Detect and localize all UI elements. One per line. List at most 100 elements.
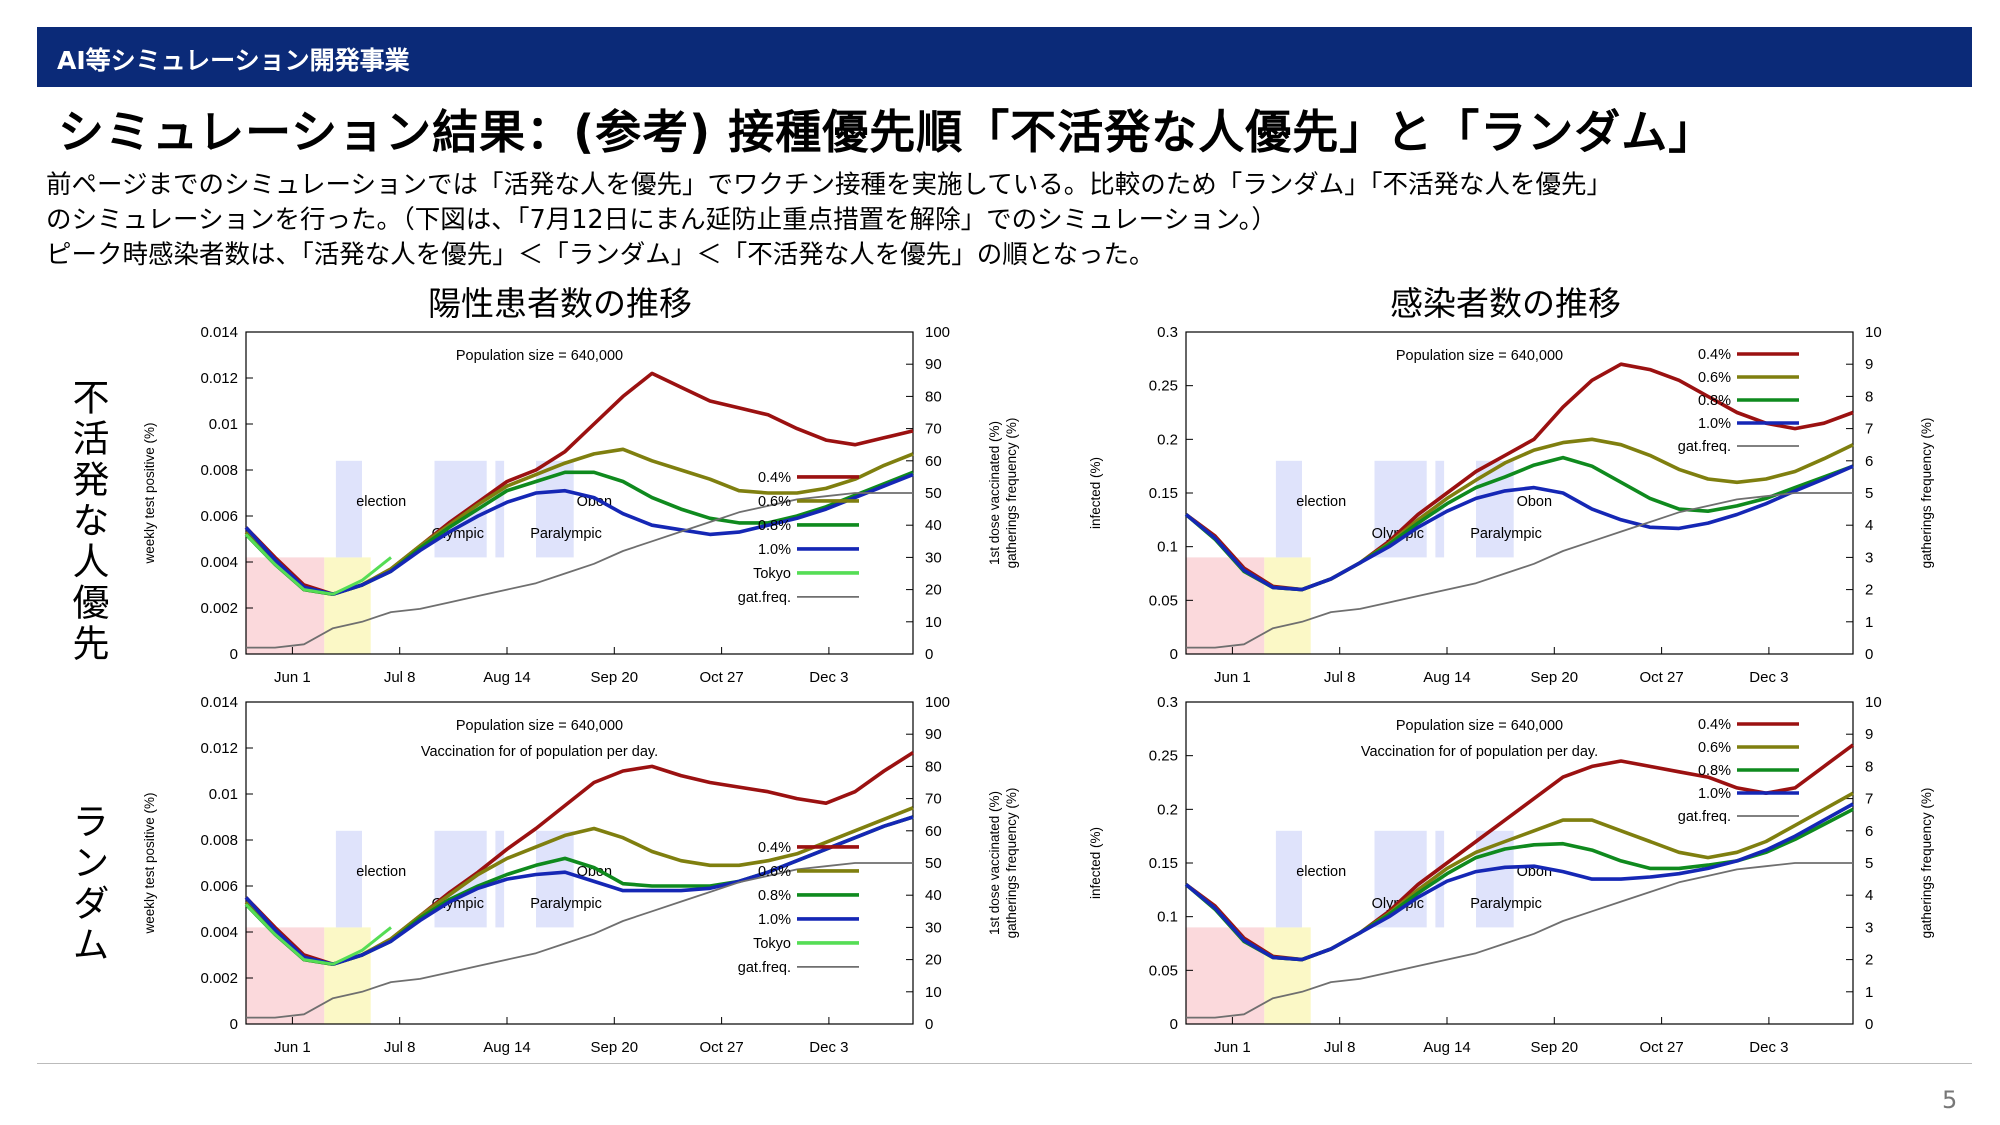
row-label-bottom: ランダム [66, 802, 109, 966]
y-tick-label: 0.008 [200, 832, 238, 849]
y2-tick-label: 7 [1865, 791, 1873, 808]
x-tick-label: Jun 1 [274, 1039, 311, 1056]
y2-tick-label: 1 [1865, 984, 1873, 1001]
y2-tick-label: 2 [1865, 582, 1873, 599]
x-tick-label: Oct 27 [700, 1039, 744, 1056]
y-tick-label: 0.25 [1149, 378, 1178, 395]
panel-title-right: 感染者数の推移 [1390, 284, 1621, 323]
y-tick-label: 0.002 [200, 600, 238, 617]
y2-tick-label: 40 [925, 887, 942, 904]
y2-tick-label: 1 [1865, 614, 1873, 631]
y-tick-label: 0.004 [200, 554, 238, 571]
page-number: 5 [1942, 1086, 1958, 1114]
event-period-box [495, 460, 505, 558]
event-label: Paralympic [530, 896, 602, 912]
y2-tick-label: 9 [1865, 726, 1873, 743]
y2-axis-label-vaccinated: 1st dose vaccinated (%) [987, 421, 1002, 565]
legend-label: 1.0% [758, 542, 791, 558]
y2-tick-label: 100 [925, 324, 950, 341]
series-line-gatfreq [1186, 492, 1853, 649]
y2-tick-label: 3 [1865, 919, 1873, 936]
body-line: 前ページまでのシミュレーションでは「活発な人を優先」でワクチン接種を実施している… [46, 170, 1612, 200]
y2-tick-label: 70 [925, 791, 942, 808]
shade-region-yellow [1264, 557, 1311, 654]
chart-infected-random: 0 0.05 0.1 0.15 0.2 0.25 0.3 0 1 2 3 4 5 6 7 8 9 10 Jun 1 J… [1088, 694, 1934, 1056]
annotation-text: Vaccination for of population per day. [421, 744, 658, 760]
y2-tick-label: 10 [925, 984, 942, 1001]
y-tick-label: 0.1 [1157, 539, 1178, 556]
legend-label: 0.8% [1698, 763, 1731, 779]
shade-region-yellow [1264, 927, 1311, 1024]
shade-region-yellow [324, 927, 371, 1024]
legend-label: Tokyo [753, 566, 791, 582]
y-tick-label: 0.014 [200, 324, 238, 341]
x-tick-label: Aug 14 [1423, 669, 1471, 686]
series-line-Tokyo [244, 533, 392, 596]
y2-tick-label: 6 [1865, 823, 1873, 840]
legend-label: 0.8% [758, 888, 791, 904]
y2-tick-label: 5 [1865, 485, 1873, 502]
y2-tick-label: 5 [1865, 855, 1873, 872]
event-label: Obon [1517, 494, 1552, 510]
x-tick-label: Sep 20 [591, 669, 639, 686]
y2-tick-label: 8 [1865, 388, 1873, 405]
x-tick-label: Dec 3 [809, 1039, 848, 1056]
x-tick-label: Dec 3 [1749, 669, 1788, 686]
y-tick-label: 0.004 [200, 924, 238, 941]
legend-label: 1.0% [758, 912, 791, 928]
y2-tick-label: 50 [925, 485, 942, 502]
y-tick-label: 0.05 [1149, 592, 1178, 609]
shade-region-yellow [324, 557, 371, 654]
y2-tick-label: 40 [925, 517, 942, 534]
event-label: Paralympic [1470, 896, 1542, 912]
x-tick-label: Sep 20 [1531, 1039, 1579, 1056]
y-tick-label: 0 [230, 1016, 238, 1033]
y-tick-label: 0.1 [1157, 909, 1178, 926]
body-line: のシミュレーションを行った。（下図は、「7月12日にまん延防止重点措置を解除」で… [46, 205, 1277, 235]
row-label-top: 不活発な人優先 [66, 378, 109, 665]
legend-label: Tokyo [753, 936, 791, 952]
y-tick-label: 0 [1170, 1016, 1178, 1033]
y2-axis-label: gatherings frequency (%) [1919, 788, 1934, 939]
legend-label: 0.4% [758, 470, 791, 486]
y2-tick-label: 90 [925, 356, 942, 373]
y-tick-label: 0.002 [200, 970, 238, 987]
legend-label: 0.8% [758, 518, 791, 534]
y2-axis-label-gatherings: gatherings frequency (%) [1004, 418, 1019, 569]
legend-label: 0.6% [758, 494, 791, 510]
legend-label: gat.freq. [738, 590, 791, 606]
event-label: Paralympic [1470, 526, 1542, 542]
y-tick-label: 0.15 [1149, 855, 1178, 872]
annotation-text: Population size = 640,000 [1396, 348, 1563, 364]
legend-label: gat.freq. [1678, 439, 1731, 455]
y2-tick-label: 80 [925, 388, 942, 405]
x-tick-label: Jul 8 [384, 669, 416, 686]
event-period-box [335, 460, 362, 558]
y-tick-label: 0.006 [200, 878, 238, 895]
legend-label: 0.6% [1698, 370, 1731, 386]
y2-tick-label: 20 [925, 952, 942, 969]
x-tick-label: Sep 20 [1531, 669, 1579, 686]
y-tick-label: 0.3 [1157, 694, 1178, 711]
body-line: ピーク時感染者数は、「活発な人を優先」＜「ランダム」＜「不活発な人を優先」の順と… [46, 240, 1155, 270]
y-tick-label: 0.3 [1157, 324, 1178, 341]
x-tick-label: Jun 1 [1214, 1039, 1251, 1056]
series-line-gatfreq [1186, 862, 1853, 1019]
legend-label: 0.4% [1698, 347, 1731, 363]
event-label: election [1296, 494, 1346, 510]
series-line-Tokyo [244, 903, 392, 966]
y2-tick-label: 60 [925, 823, 942, 840]
footer-divider [37, 1063, 1972, 1064]
y2-tick-label: 6 [1865, 453, 1873, 470]
chart-infected-inactive-first: 0 0.05 0.1 0.15 0.2 0.25 0.3 0 1 2 3 4 5 6 7 8 9 10 Jun 1 J… [1088, 324, 1934, 686]
panel-title-left: 陽性患者数の推移 [428, 284, 692, 323]
y2-tick-label: 7 [1865, 421, 1873, 438]
legend-label: 0.6% [1698, 740, 1731, 756]
series-line-10 [1184, 464, 1854, 592]
y-axis-label: weekly test positive (%) [142, 792, 157, 934]
y2-tick-label: 0 [925, 646, 933, 663]
event-period-box [1275, 830, 1302, 928]
series-line-gatfreq [246, 862, 913, 1019]
y-tick-label: 0.012 [200, 370, 238, 387]
legend-label: gat.freq. [738, 960, 791, 976]
